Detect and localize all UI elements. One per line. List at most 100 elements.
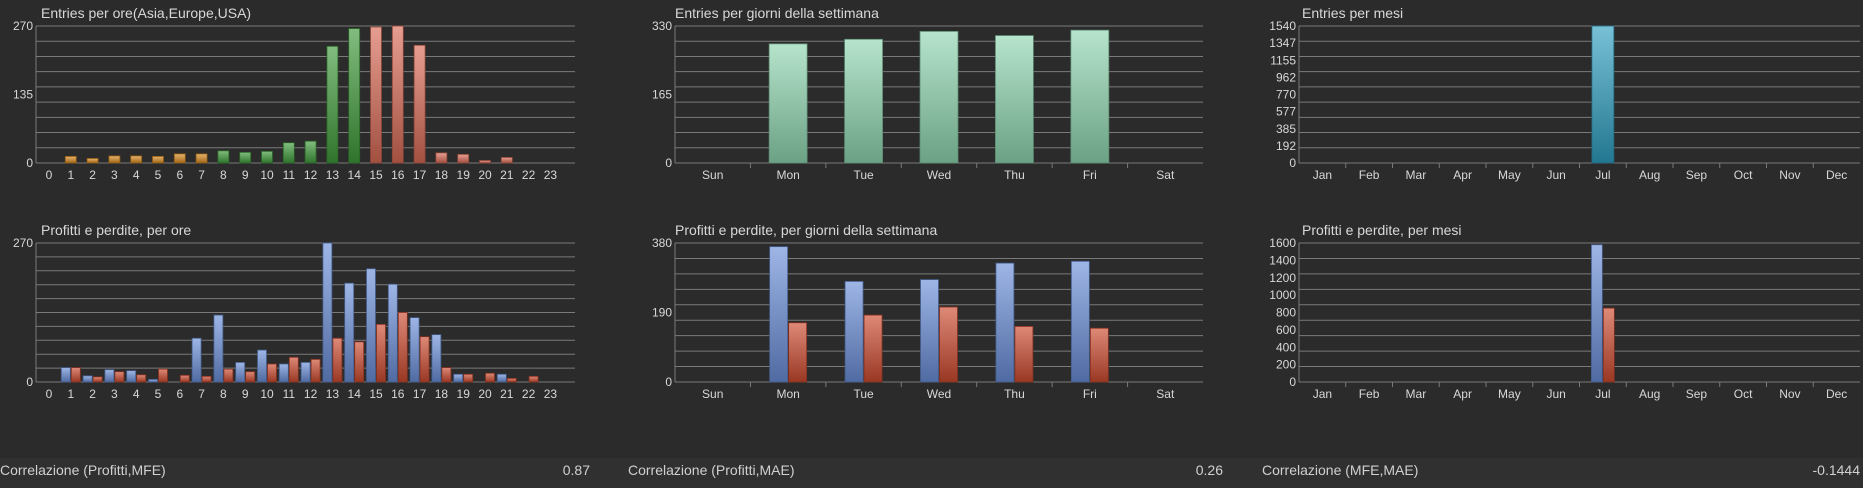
x-tick-label: Jan [1313, 387, 1332, 401]
bar-entries_hour-s0-12 [304, 140, 317, 164]
bar-pl_hour-s1-15 [376, 323, 386, 383]
x-tick-label: May [1498, 168, 1521, 182]
y-tick-label: 192 [1276, 139, 1296, 153]
x-tick-label: 22 [522, 387, 536, 401]
x-tick-label: 1 [67, 168, 74, 182]
x-tick-label: 10 [260, 168, 274, 182]
x-tick-label: 4 [133, 168, 140, 182]
bar-pl_weekday-s1-Tue [863, 314, 883, 383]
x-tick-label: Tue [853, 168, 874, 182]
y-tick-label: 0 [26, 156, 33, 170]
bar-entries_hour-s0-2 [86, 158, 99, 164]
bar-entries_hour-s0-3 [108, 155, 121, 164]
x-tick-label: Mar [1406, 387, 1427, 401]
bar-pl_hour-s1-10 [267, 363, 277, 383]
y-tick-label: 0 [665, 156, 672, 170]
bar-pl_hour-s0-5 [148, 379, 158, 383]
correlation-label: Correlazione (Profitti,MAE) [628, 462, 795, 478]
y-tick-label: 0 [665, 375, 672, 389]
x-tick-label: 17 [413, 168, 427, 182]
chart-entries-per-hour: Entries per ore(Asia,Europe,USA) 0 135 270 0… [0, 0, 600, 215]
bar-entries_hour-s0-7 [195, 153, 208, 164]
x-tick-label: Sep [1686, 168, 1708, 182]
bar-pl_weekday-s1-Mon [788, 322, 808, 383]
x-tick-label: Sun [702, 387, 723, 401]
x-tick-label: 2 [89, 168, 96, 182]
bar-pl_hour-s0-3 [104, 369, 115, 383]
y-tick-label: 380 [652, 236, 672, 250]
x-tick-label: 20 [478, 387, 492, 401]
x-tick-label: Sun [702, 168, 723, 182]
y-tick-label: 800 [1276, 306, 1296, 320]
bar-pl_hour-s1-1 [70, 367, 81, 383]
x-tick-label: 9 [242, 168, 249, 182]
x-tick-label: Mon [776, 168, 799, 182]
y-tick-label: 135 [13, 88, 33, 102]
x-tick-label: 8 [220, 387, 227, 401]
x-tick-label: Tue [853, 387, 874, 401]
bar-entries_weekday-s0-Thu [995, 35, 1034, 164]
chart-pl-per-hour: Profitti e perdite, per ore 0 270 0 1 2 3 4 5 6 7 8… [0, 216, 600, 432]
bar-pl_hour-s1-13 [332, 337, 343, 383]
bar-pl_weekday-s0-Tue [844, 281, 864, 383]
x-tick-label: 9 [242, 387, 249, 401]
x-tick-label: Dec [1826, 387, 1847, 401]
correlation-profitti-mfe: Correlazione (Profitti,MFE) 0.87 [0, 458, 590, 482]
y-tick-label: 1400 [1269, 253, 1296, 267]
x-tick-label: Apr [1453, 168, 1472, 182]
bar-pl_weekday-s1-Thu [1014, 326, 1034, 383]
bar-pl_month-s0-Jul [1590, 244, 1603, 383]
bar-pl_hour-s0-15 [366, 268, 376, 383]
x-tick-label: Sat [1156, 387, 1175, 401]
x-tick-label: Thu [1004, 387, 1025, 401]
chart-title: Entries per mesi [1302, 5, 1403, 21]
bar-pl_hour-s0-8 [213, 314, 224, 383]
x-tick-label: 12 [304, 387, 318, 401]
x-tick-label: Aug [1639, 387, 1660, 401]
y-tick-label: 0 [1289, 156, 1296, 170]
y-tick-label: 962 [1276, 70, 1296, 84]
bar-pl_hour-s0-9 [235, 362, 246, 383]
y-tick-label: 200 [1276, 358, 1296, 372]
bar-pl_weekday-s0-Mon [769, 246, 789, 383]
bar-entries_hour-s0-9 [239, 151, 252, 164]
x-tick-label: 19 [457, 387, 471, 401]
x-tick-label: Jun [1546, 168, 1565, 182]
x-tick-label: Nov [1779, 387, 1800, 401]
bar-pl_hour-s1-20 [485, 372, 495, 383]
x-tick-label: 5 [155, 168, 162, 182]
bar-entries_hour-s0-13 [326, 45, 339, 164]
bar-entries_weekday-s0-Tue [844, 38, 883, 164]
x-tick-label: Sep [1686, 387, 1708, 401]
bar-entries_hour-s0-4 [130, 155, 143, 164]
x-tick-label: 15 [369, 387, 383, 401]
x-tick-label: 14 [348, 387, 362, 401]
x-tick-label: 16 [391, 168, 405, 182]
y-tick-label: 385 [1276, 122, 1296, 136]
bar-pl_hour-s0-21 [496, 373, 507, 383]
bar-pl_hour-s1-7 [201, 375, 212, 383]
entries-per-weekday-svg: Entries per giorni della settimana 0 165 33… [652, 5, 1203, 182]
chart-title: Profitti e perdite, per mesi [1302, 222, 1462, 238]
bar-entries_hour-s0-5 [152, 156, 164, 164]
x-tick-label: Feb [1359, 387, 1380, 401]
bar-pl_hour-s0-13 [322, 242, 333, 383]
bar-entries_hour-s0-10 [261, 150, 273, 164]
y-tick-label: 330 [652, 19, 672, 33]
bar-pl_hour-s1-11 [288, 356, 299, 383]
bar-entries_hour-s0-14 [348, 28, 361, 164]
pl-per-weekday-svg: Profitti e perdite, per giorni della set… [652, 222, 1203, 401]
correlation-label: Correlazione (MFE,MAE) [1262, 462, 1419, 478]
x-tick-label: Sat [1156, 168, 1175, 182]
bar-entries_hour-s0-20 [479, 160, 491, 164]
bar-entries_hour-s0-17 [413, 44, 426, 164]
x-tick-label: 6 [176, 168, 183, 182]
x-tick-label: 18 [435, 168, 449, 182]
x-tick-label: 21 [500, 387, 514, 401]
x-tick-label: 21 [500, 168, 514, 182]
bar-pl_hour-s0-14 [344, 282, 355, 383]
x-tick-label: 20 [478, 168, 492, 182]
entries-per-month-svg: Entries per mesi 0 192 385 577 770 962 1155 1347… [1269, 5, 1860, 182]
x-tick-label: 19 [457, 168, 471, 182]
bar-pl_hour-s0-10 [257, 349, 267, 383]
